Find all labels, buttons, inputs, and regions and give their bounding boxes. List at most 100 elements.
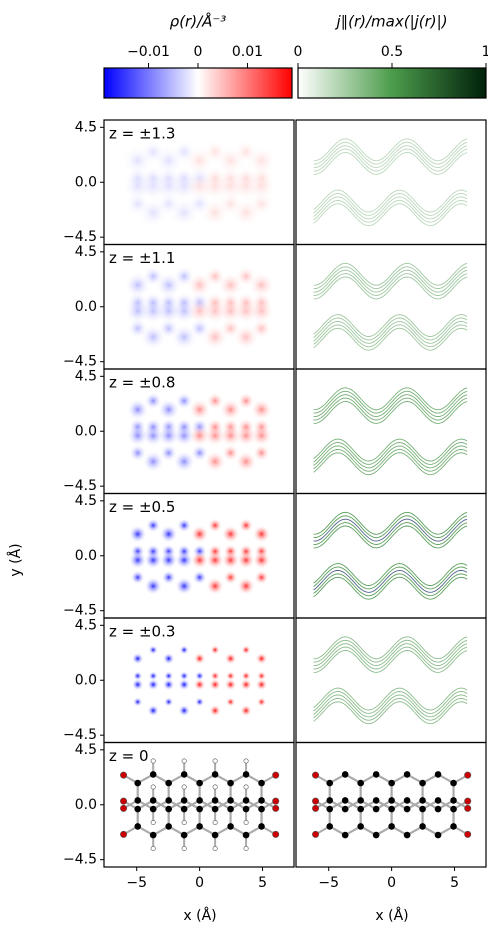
density-blob: [147, 704, 160, 717]
y-tick-label: 4.5: [75, 244, 97, 260]
colorbar: [297, 67, 487, 99]
current-line: [313, 203, 468, 227]
panel-label: z = ±0.8: [109, 374, 175, 392]
carbon-atom: [134, 779, 142, 787]
carbon-atom: [134, 823, 142, 830]
carbon-atom: [326, 779, 334, 787]
carbon-atom: [258, 823, 265, 830]
density-blob: [128, 444, 147, 462]
density-blob: [126, 424, 149, 447]
carbon-atom: [372, 831, 380, 839]
y-tick-label: 0.0: [75, 423, 97, 439]
hydrogen-atom: [212, 846, 218, 852]
density-blob: [193, 652, 206, 665]
carbon-atom: [227, 797, 234, 804]
density-blob: [224, 652, 237, 665]
colorbar-tick-label: 1: [482, 44, 488, 60]
density-blob: [241, 645, 251, 655]
density-blob: [209, 678, 222, 691]
panel: [313, 138, 468, 227]
y-tick-label: −4.5: [63, 478, 97, 494]
current-line: [313, 525, 468, 549]
current-line: [313, 276, 468, 300]
oxygen-atom: [312, 830, 320, 838]
current-line: [313, 697, 468, 721]
current-line: [313, 438, 468, 462]
density-blob: [157, 424, 180, 447]
current-line: [313, 193, 468, 216]
current-line: [313, 324, 468, 348]
carbon-atom: [211, 805, 219, 813]
density-blob: [238, 544, 254, 559]
density-blob: [210, 645, 220, 655]
density-blob: [162, 652, 175, 665]
colorbar-label: j∥(r)/max(|j(r)|): [334, 13, 447, 31]
carbon-atom: [341, 771, 349, 778]
carbon-atom: [165, 797, 172, 804]
x-axis-label: x (Å): [183, 907, 216, 924]
carbon-atom: [403, 831, 411, 839]
density-blob: [178, 704, 191, 717]
carbon-atom: [341, 797, 349, 804]
y-tick-label: 0.0: [75, 174, 97, 190]
y-tick-label: 0.0: [75, 672, 97, 688]
density-blob: [157, 398, 180, 421]
hydrogen-atom: [243, 758, 249, 764]
carbon-atom: [180, 797, 188, 804]
panel-label: z = ±1.3: [109, 125, 175, 143]
y-tick-label: 4.5: [75, 368, 97, 384]
carbon-atom: [434, 805, 442, 813]
y-tick-label: 0.0: [75, 548, 97, 564]
density-blob: [250, 424, 273, 447]
density-blob: [148, 671, 158, 681]
density-blob: [219, 424, 242, 447]
oxygen-atom: [312, 771, 320, 779]
panel: [126, 392, 273, 473]
colorbar: [103, 67, 293, 99]
carbon-atom: [372, 797, 380, 804]
carbon-atom: [357, 779, 364, 787]
oxygen-atom: [464, 830, 472, 838]
current-line: [313, 397, 468, 421]
hydrogen-atom: [150, 784, 156, 790]
x-tick-label: 0: [195, 875, 204, 891]
carbon-atom: [419, 805, 426, 813]
current-line: [313, 522, 468, 545]
density-blob: [132, 697, 143, 707]
carbon-atom: [388, 823, 395, 830]
density-blob: [122, 145, 153, 176]
density-blob: [190, 525, 209, 544]
density-blob: [159, 444, 178, 462]
density-blob: [204, 450, 227, 473]
oxygen-atom: [312, 797, 320, 805]
carbon-atom: [149, 805, 157, 813]
density-blob: [148, 645, 158, 655]
current-line: [313, 317, 468, 341]
density-blob: [225, 697, 236, 707]
carbon-atom: [434, 771, 442, 778]
hydrogen-atom: [150, 820, 156, 826]
carbon-atom: [227, 779, 234, 787]
panel-label: z = ±0.5: [109, 498, 175, 516]
density-blob: [238, 518, 254, 533]
current-line: [313, 636, 468, 660]
density-blob: [254, 570, 269, 585]
density-blob: [219, 398, 242, 421]
y-tick-label: −4.5: [63, 603, 97, 619]
y-tick-label: 0.0: [75, 797, 97, 813]
density-blob: [124, 272, 151, 299]
x-tick-label: 0: [387, 875, 396, 891]
carbon-atom: [450, 823, 457, 830]
panel: [313, 511, 468, 600]
current-line: [313, 569, 468, 593]
density-blob: [128, 525, 147, 544]
carbon-atom: [258, 805, 265, 813]
density-blob: [210, 671, 220, 681]
panel-frame: [295, 492, 487, 619]
panel: [313, 636, 468, 725]
colorbar-tick-label: 0.5: [381, 44, 403, 60]
panel-frame: [295, 368, 487, 495]
carbon-atom: [403, 805, 411, 813]
density-blob: [255, 678, 268, 691]
density-blob: [175, 577, 194, 596]
